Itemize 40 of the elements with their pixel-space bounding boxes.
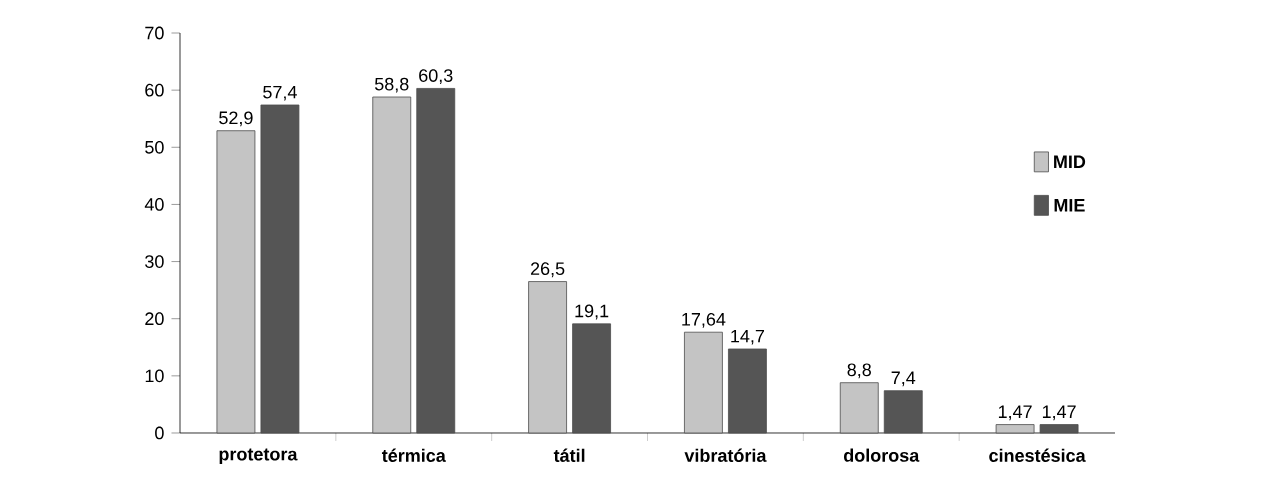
- y-tick-label: 50: [145, 140, 164, 154]
- x-tick-label: tátil: [553, 448, 585, 462]
- bar: [260, 104, 300, 434]
- data-label: 58,8: [374, 77, 409, 93]
- bar: [372, 96, 412, 434]
- data-label: 57,4: [263, 85, 297, 101]
- data-label: 1,47: [1042, 405, 1076, 421]
- bar: [883, 390, 923, 434]
- data-label: 1,47: [998, 405, 1032, 421]
- y-tick-label: 20: [145, 312, 164, 326]
- bar: [684, 331, 723, 434]
- bar: [1039, 424, 1079, 434]
- legend-label: MID: [1054, 155, 1086, 168]
- data-label: 26,5: [530, 262, 565, 278]
- bar: [839, 382, 879, 434]
- bar: [216, 130, 256, 434]
- data-label: 52,9: [219, 111, 253, 127]
- data-label: 8,8: [847, 363, 871, 379]
- legend-label: MIE: [1054, 199, 1085, 212]
- data-label: 14,7: [731, 329, 765, 345]
- y-tick-label: 0: [155, 426, 164, 440]
- data-label: 17,64: [682, 312, 726, 328]
- data-label: 7,4: [891, 371, 916, 387]
- x-tick-label: dolorosa: [844, 448, 920, 462]
- y-tick-label: 10: [145, 369, 164, 383]
- bar: [416, 88, 456, 434]
- y-tick-label: 70: [145, 26, 164, 40]
- bar: [572, 323, 611, 434]
- y-tick-label: 60: [145, 83, 164, 97]
- x-tick-label: térmica: [381, 448, 446, 462]
- bar: [995, 424, 1035, 434]
- bar: [528, 281, 567, 434]
- x-tick-label: cinestésica: [989, 448, 1086, 462]
- y-tick-label: 30: [145, 255, 164, 268]
- x-tick-label: protetora: [219, 448, 298, 465]
- data-label: 19,1: [575, 304, 609, 320]
- bar: [728, 348, 767, 434]
- data-label: 60,3: [419, 69, 453, 85]
- y-tick-label: 40: [144, 198, 164, 211]
- x-tick-label: vibratória: [684, 448, 767, 462]
